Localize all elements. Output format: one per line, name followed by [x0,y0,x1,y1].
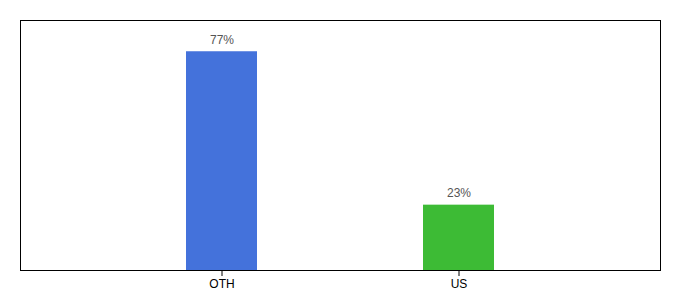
svg-text:23%: 23% [447,186,471,200]
svg-text:US: US [451,277,468,291]
svg-text:OTH: OTH [209,277,234,291]
svg-text:77%: 77% [210,33,234,47]
